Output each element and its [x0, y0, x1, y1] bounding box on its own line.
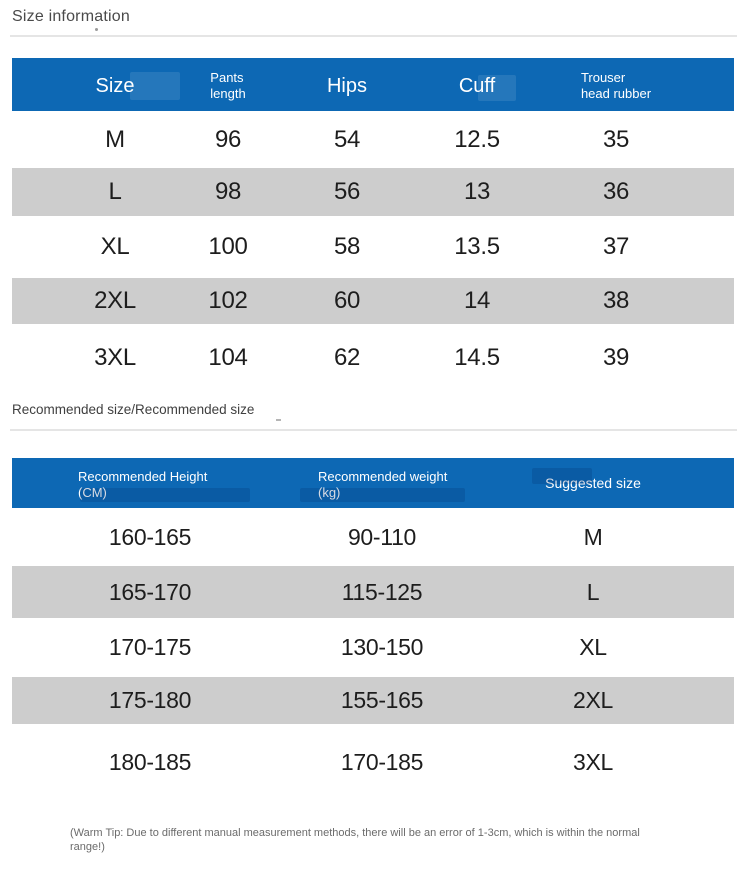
overlay-artifact: [80, 488, 250, 502]
cell-suggested-size: 3XL: [572, 748, 614, 775]
col-header-suggested-size: Suggested size: [545, 475, 641, 491]
cell-size: 3XL: [94, 344, 136, 371]
cell-suggested-size: XL: [579, 634, 607, 660]
cell-weight-range: 130-150: [340, 634, 424, 660]
table-row: 160-165 90-110 M: [12, 508, 734, 566]
table-row: 175-180 155-165 2XL: [12, 677, 734, 724]
cell-pants-length: 96: [214, 125, 242, 153]
cell-pants-length: 98: [214, 178, 242, 205]
table-row: 165-170 115-125 L: [12, 566, 734, 618]
table-row-2xl: 2XL 102 60 14 38: [12, 278, 734, 324]
col-header-cuff: Cuff: [458, 74, 496, 97]
cell-cuff: 13: [463, 178, 491, 205]
col-header-recommended-height: Recommended Height (CM): [78, 468, 208, 500]
cell-pants-length: 100: [208, 233, 248, 260]
cell-weight-range: 90-110: [347, 523, 417, 550]
cell-height-range: 170-175: [108, 634, 192, 660]
overlay-artifact: [130, 72, 180, 100]
cell-hips: 54: [333, 125, 361, 153]
cell-weight-range: 155-165: [340, 687, 424, 713]
cell-cuff: 12.5: [454, 125, 500, 153]
artifact-dash: [276, 419, 281, 421]
recommend-table-header: Recommended Height (CM) Recommended weig…: [12, 458, 734, 508]
cell-size: 2XL: [94, 287, 136, 314]
col-header-size: Size: [95, 74, 135, 97]
table-row-m: M 96 54 12.5 35: [12, 111, 734, 168]
table-row-xl: XL 100 58 13.5 37: [12, 216, 734, 278]
table-row-l: L 98 56 13 36: [12, 168, 734, 216]
cell-cuff: 14: [463, 287, 491, 314]
cell-trouser-head-rubber: 35: [602, 125, 630, 153]
cell-suggested-size: 2XL: [572, 687, 614, 713]
cell-size: XL: [100, 233, 130, 260]
cell-hips: 60: [333, 287, 361, 314]
overlay-artifact: [478, 75, 516, 101]
recommended-size-title: Recommended size/Recommended size: [12, 402, 255, 417]
col-header-pants-length: Pants length: [210, 70, 246, 101]
cell-hips: 58: [333, 233, 361, 260]
divider: [10, 429, 737, 431]
warm-tip-note: (Warm Tip: Due to different manual measu…: [70, 827, 640, 853]
overlay-artifact: [532, 468, 592, 484]
cell-cuff: 13.5: [454, 233, 500, 260]
cell-trouser-head-rubber: 38: [602, 287, 630, 314]
cell-cuff: 14.5: [454, 344, 500, 371]
table-row-3xl: 3XL 104 62 14.5 39: [12, 324, 734, 392]
cell-height-range: 175-180: [108, 687, 192, 713]
divider: [10, 35, 737, 37]
cell-trouser-head-rubber: 36: [602, 178, 630, 205]
overlay-artifact: [300, 488, 465, 502]
cell-weight-range: 170-185: [340, 748, 424, 775]
size-table: Size Pants length Hips Cuff Trouser head…: [12, 58, 734, 392]
cell-height-range: 165-170: [108, 578, 192, 605]
cell-height-range: 180-185: [108, 748, 192, 775]
col-header-recommended-weight: Recommended weight (kg): [318, 468, 448, 500]
cell-hips: 56: [333, 178, 361, 205]
cell-suggested-size: M: [583, 523, 603, 550]
col-header-trouser-head-rubber: Trouser head rubber: [580, 70, 652, 101]
cell-suggested-size: L: [586, 578, 600, 605]
artifact-dot: [95, 28, 98, 31]
recommend-table: Recommended Height (CM) Recommended weig…: [12, 458, 734, 800]
cell-weight-range: 115-125: [341, 578, 423, 605]
table-row: 170-175 130-150 XL: [12, 618, 734, 677]
page-title: Size information: [12, 8, 130, 25]
cell-trouser-head-rubber: 39: [602, 344, 630, 371]
size-table-header: Size Pants length Hips Cuff Trouser head…: [12, 58, 734, 111]
table-row: 180-185 170-185 3XL: [12, 724, 734, 800]
col-header-hips: Hips: [326, 74, 367, 97]
cell-trouser-head-rubber: 37: [602, 233, 630, 260]
cell-pants-length: 104: [208, 344, 248, 371]
cell-size: M: [105, 125, 125, 153]
cell-height-range: 160-165: [108, 523, 192, 550]
cell-hips: 62: [333, 344, 361, 371]
cell-pants-length: 102: [208, 287, 248, 314]
cell-size: L: [108, 178, 122, 205]
